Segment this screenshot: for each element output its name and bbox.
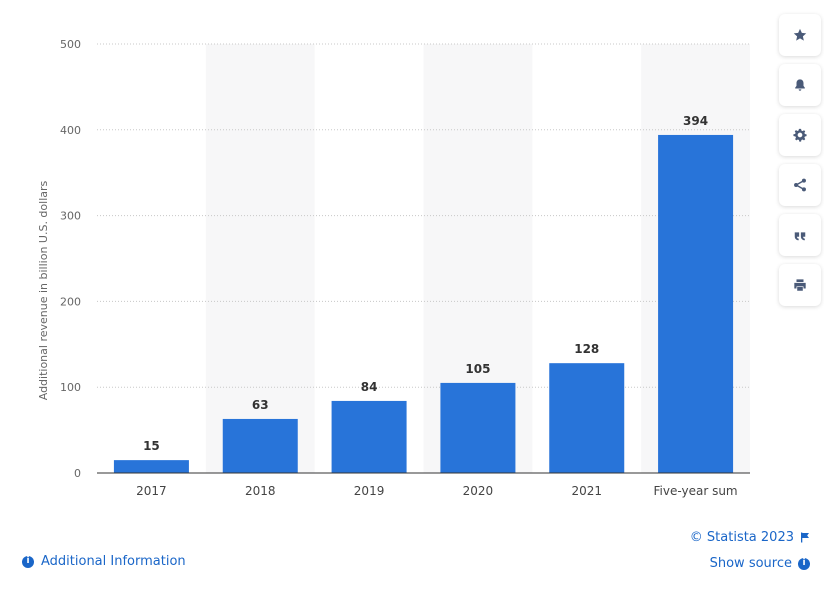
x-axis-labels: 2017 2018 2019 2020 2021 Five-year sum — [136, 484, 737, 498]
y-tick-label: 200 — [60, 295, 81, 308]
bar[interactable] — [440, 382, 516, 473]
data-label: 128 — [574, 342, 599, 356]
bar[interactable] — [331, 400, 407, 473]
bar[interactable] — [658, 134, 734, 473]
copyright-line: © Statista 2023 — [690, 530, 810, 545]
bar[interactable] — [549, 363, 625, 473]
data-labels: 15 63 84 105 128 394 — [143, 114, 708, 453]
settings-button[interactable] — [779, 114, 821, 156]
x-tick-label: 2019 — [354, 484, 385, 498]
copyright-text: © Statista 2023 — [689, 530, 794, 545]
y-axis-title: Additional revenue in billion U.S. dolla… — [37, 180, 50, 400]
bar[interactable] — [222, 418, 298, 473]
print-button[interactable] — [779, 264, 821, 306]
y-axis-ticks: 0 100 200 300 400 500 — [60, 38, 81, 480]
info-icon: i — [22, 555, 34, 568]
quote-icon — [794, 232, 806, 241]
print-icon — [794, 279, 806, 291]
show-source-link[interactable]: Show source i — [710, 556, 810, 571]
x-tick-label: 2020 — [463, 484, 494, 498]
data-label: 394 — [683, 114, 708, 128]
x-tick-label: 2017 — [136, 484, 167, 498]
x-tick-label: 2018 — [245, 484, 276, 498]
y-tick-label: 500 — [60, 38, 81, 51]
y-tick-label: 300 — [60, 210, 81, 223]
gear-icon — [793, 128, 807, 142]
data-label: 105 — [465, 362, 490, 376]
x-tick-label: Five-year sum — [654, 484, 738, 498]
favorite-button[interactable] — [779, 14, 821, 56]
additional-information-label: Additional Information — [41, 554, 186, 569]
y-tick-label: 100 — [60, 381, 81, 394]
show-source-label: Show source — [709, 556, 792, 571]
side-toolbar — [779, 14, 823, 306]
category-band — [205, 44, 315, 473]
notification-button[interactable] — [779, 64, 821, 106]
data-label: 84 — [361, 380, 378, 394]
star-icon — [793, 28, 807, 41]
share-button[interactable] — [779, 164, 821, 206]
cite-button[interactable] — [779, 214, 821, 256]
data-label: 15 — [143, 439, 160, 453]
bars — [113, 134, 734, 473]
additional-information-link[interactable]: i Additional Information — [22, 554, 186, 569]
flag-icon[interactable] — [800, 532, 810, 543]
y-tick-label: 400 — [60, 124, 81, 137]
y-tick-label: 0 — [74, 467, 81, 480]
share-icon — [794, 178, 806, 192]
x-tick-label: 2021 — [571, 484, 602, 498]
data-label: 63 — [252, 398, 269, 412]
bar[interactable] — [113, 460, 189, 473]
gridlines — [97, 43, 750, 388]
bell-icon — [795, 79, 805, 91]
info-icon: i — [798, 557, 810, 570]
